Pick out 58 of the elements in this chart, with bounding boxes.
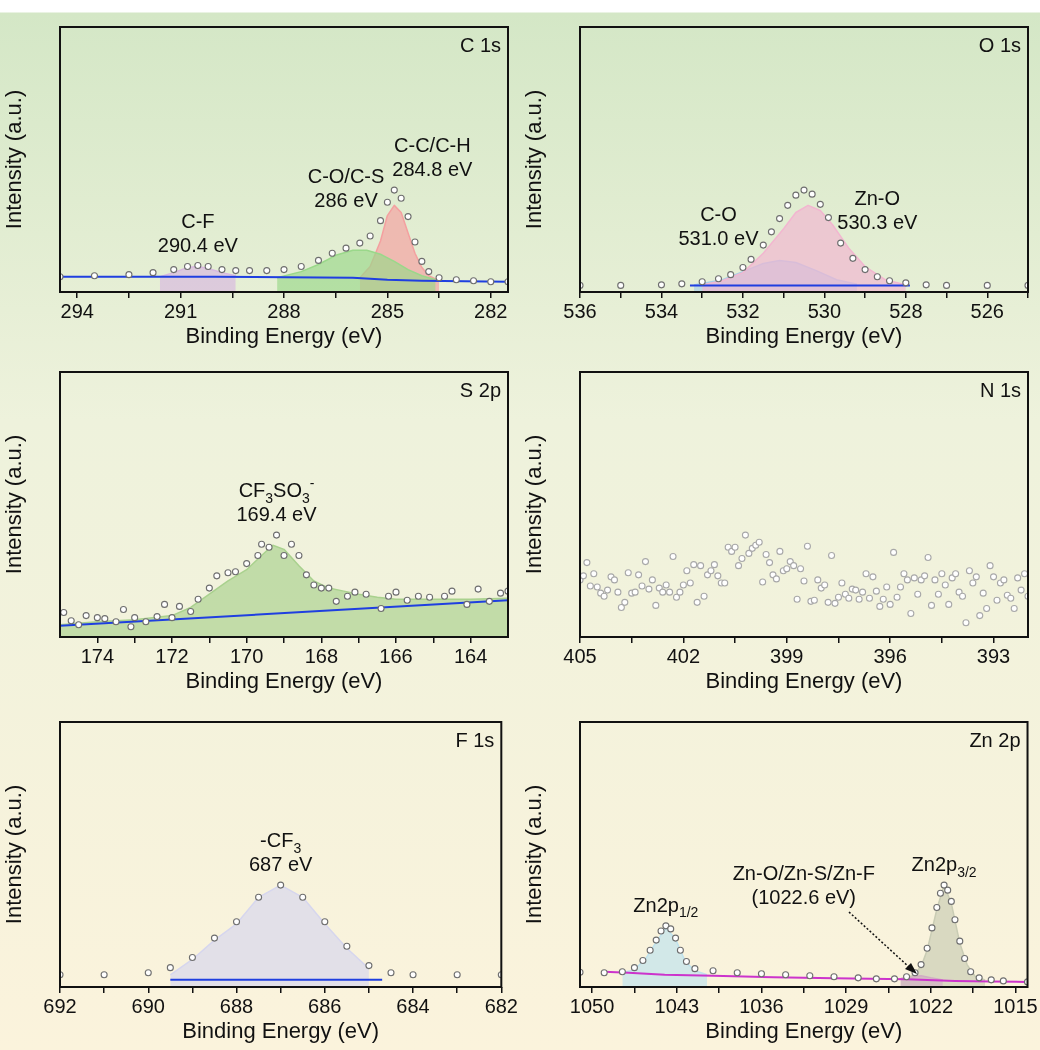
annotation: C-O 531.0 eV [678,203,760,250]
annotation: C-C/C-H 284.8 eV [392,134,474,181]
x-axis-title: Binding Energy (eV) [185,322,383,348]
x-tick-label: 291 [163,299,198,322]
x-tick-label: 168 [304,644,339,667]
chart-title: C 1s [459,34,501,56]
chart-title: O 1s [978,34,1022,56]
x-tick-label: 1050 [569,994,615,1017]
x-tick-label: 164 [453,644,488,667]
x-tick-label: 534 [644,299,679,322]
x-axis-title: Binding Energy (eV) [705,322,903,348]
x-tick-label: 526 [970,299,1004,322]
x-tick-label: 288 [267,299,301,322]
chart-title: S 2p [459,379,502,401]
x-axis-title: Binding Energy (eV) [185,667,383,693]
x-tick-label: 170 [229,644,264,667]
y-axis-title: Intensity (a.u.) [1,434,27,575]
x-axis-title: Binding Energy (eV) [182,1017,380,1043]
y-axis-title: Intensity (a.u.) [521,784,547,925]
x-tick-label: 402 [666,644,701,667]
annotation: C-O/C-S 286 eV [307,164,385,211]
x-tick-label: 393 [976,644,1011,667]
x-axis-title: Binding Energy (eV) [705,1017,903,1043]
annotation: Zn-O 530.3 eV [837,187,918,234]
x-tick-label: 282 [474,299,508,322]
x-tick-label: 686 [308,994,342,1017]
x-tick-label: 690 [131,994,165,1017]
annotation: Zn-O/Zn-S/Zn-F (1022.6 eV) [732,861,875,908]
y-axis-title: Intensity (a.u.) [1,784,27,925]
y-axis-title: Intensity (a.u.) [1,89,27,230]
chart-title: N 1s [979,379,1021,401]
x-tick-label: 692 [43,994,77,1017]
x-tick-label: 405 [563,644,597,667]
x-tick-label: 536 [563,299,597,322]
x-tick-label: 1022 [908,994,954,1017]
x-tick-label: 684 [396,994,430,1017]
x-tick-label: 1043 [654,994,700,1017]
x-tick-label: 688 [219,994,254,1017]
y-axis-title: Intensity (a.u.) [521,89,547,230]
chart-title: F 1s [455,729,495,751]
x-tick-label: 528 [889,299,923,322]
x-tick-label: 1036 [739,994,784,1017]
chart-title: Zn 2p [969,729,1021,751]
x-tick-label: 530 [807,299,842,322]
x-tick-label: 396 [873,644,907,667]
y-axis-title: Intensity (a.u.) [521,434,547,575]
x-tick-label: 532 [726,299,760,322]
x-tick-label: 1015 [993,994,1038,1017]
x-tick-label: 399 [770,644,804,667]
x-tick-label: 682 [484,994,518,1017]
x-tick-label: 294 [60,299,94,322]
x-tick-label: 172 [155,644,189,667]
x-tick-label: 174 [80,644,115,667]
x-tick-label: 285 [370,299,405,322]
x-axis-title: Binding Energy (eV) [705,667,903,693]
x-tick-label: 166 [379,644,413,667]
annotation: C-F 290.4 eV [157,209,239,256]
x-tick-label: 1029 [823,994,869,1017]
